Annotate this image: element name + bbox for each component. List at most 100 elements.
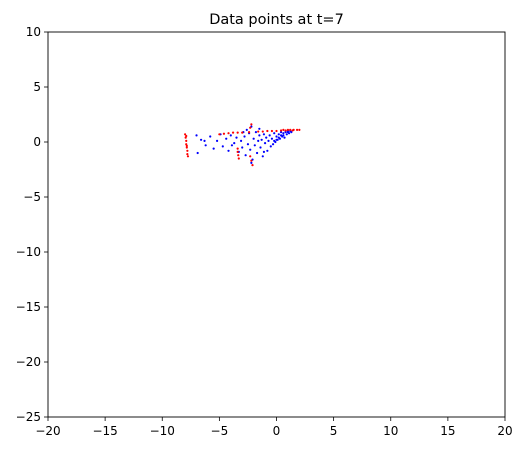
red-point-13 (232, 132, 234, 134)
blue-point-49 (282, 132, 284, 134)
red-point-36 (298, 129, 300, 131)
x-tick-label: −20 (35, 424, 60, 438)
y-tick-label: −5 (23, 190, 41, 204)
y-tick-label: 10 (26, 25, 41, 39)
x-tick-label: 20 (497, 424, 512, 438)
blue-point-41 (273, 132, 275, 134)
blue-point-52 (286, 133, 288, 135)
blue-point-45 (278, 133, 280, 135)
blue-point-70 (250, 162, 252, 164)
blue-point-9 (227, 150, 229, 152)
blue-point-28 (258, 134, 260, 136)
blue-point-61 (273, 140, 275, 142)
blue-point-37 (269, 134, 271, 136)
blue-point-3 (209, 135, 211, 137)
blue-point-14 (240, 140, 242, 142)
blue-point-26 (256, 152, 258, 154)
blue-point-1 (200, 139, 202, 141)
blue-point-4 (213, 148, 215, 150)
blue-point-0 (195, 134, 197, 136)
red-point-10 (218, 133, 220, 135)
blue-point-15 (241, 146, 243, 148)
red-point-14 (237, 132, 239, 134)
y-tick-label: −15 (16, 300, 41, 314)
red-point-31 (280, 129, 282, 131)
blue-point-39 (271, 138, 273, 140)
x-tick-label: −15 (92, 424, 117, 438)
red-point-16 (237, 148, 239, 150)
blue-point-60 (275, 139, 277, 141)
blue-point-12 (235, 137, 237, 139)
red-point-7 (187, 155, 189, 157)
red-point-21 (249, 127, 251, 129)
red-point-11 (223, 133, 225, 135)
red-point-23 (249, 155, 251, 157)
red-point-17 (237, 151, 239, 153)
blue-point-2 (205, 144, 207, 146)
red-point-8 (185, 135, 187, 137)
x-tick-label: −10 (150, 424, 175, 438)
blue-point-35 (266, 150, 268, 152)
x-tick-label: 0 (273, 424, 281, 438)
red-point-24 (250, 160, 252, 162)
blue-point-11 (233, 142, 235, 144)
blue-point-25 (255, 131, 257, 133)
x-tick-label: 10 (383, 424, 398, 438)
blue-point-68 (258, 128, 260, 130)
blue-point-31 (262, 155, 264, 157)
blue-point-18 (247, 143, 249, 145)
red-point-26 (257, 130, 259, 132)
red-point-39 (291, 129, 293, 131)
y-tick-label: −10 (16, 245, 41, 259)
red-point-38 (287, 129, 289, 131)
y-tick-label: 0 (33, 135, 41, 149)
red-point-33 (289, 129, 291, 131)
blue-point-17 (245, 154, 247, 156)
blue-point-20 (249, 149, 251, 151)
blue-point-33 (264, 142, 266, 144)
y-tick-label: −25 (16, 410, 41, 424)
y-tick-label: −20 (16, 355, 41, 369)
red-point-12 (227, 132, 229, 134)
blue-point-32 (263, 133, 265, 135)
blue-point-67 (246, 129, 248, 131)
red-point-20 (248, 131, 250, 133)
red-point-5 (186, 150, 188, 152)
red-point-6 (186, 153, 188, 155)
y-tick-label: 5 (33, 80, 41, 94)
blue-point-66 (203, 140, 205, 142)
red-point-19 (238, 157, 240, 159)
blue-point-40 (272, 143, 274, 145)
x-tick-label: −5 (211, 424, 229, 438)
red-point-2 (185, 140, 187, 142)
blue-point-64 (231, 144, 233, 146)
blue-point-8 (225, 138, 227, 140)
red-point-9 (186, 145, 188, 147)
red-point-32 (285, 129, 287, 131)
red-point-27 (262, 130, 264, 132)
x-tick-label: 15 (440, 424, 455, 438)
blue-point-59 (278, 137, 280, 139)
red-point-29 (271, 130, 273, 132)
blue-point-7 (222, 145, 224, 147)
red-point-25 (251, 164, 253, 166)
blue-point-16 (243, 135, 245, 137)
blue-point-57 (280, 134, 282, 136)
blue-point-71 (263, 151, 265, 153)
blue-point-58 (282, 134, 284, 136)
blue-point-36 (267, 140, 269, 142)
blue-point-65 (197, 152, 199, 154)
blue-point-27 (257, 140, 259, 142)
blue-point-10 (230, 134, 232, 136)
red-point-30 (275, 130, 277, 132)
red-point-18 (237, 154, 239, 156)
blue-point-38 (270, 145, 272, 147)
blue-point-54 (288, 132, 290, 134)
blue-point-30 (261, 139, 263, 141)
red-point-35 (296, 129, 298, 131)
blue-point-23 (253, 138, 255, 140)
red-point-28 (266, 130, 268, 132)
x-tick-label: 5 (330, 424, 338, 438)
chart-title: Data points at t=7 (209, 12, 344, 28)
